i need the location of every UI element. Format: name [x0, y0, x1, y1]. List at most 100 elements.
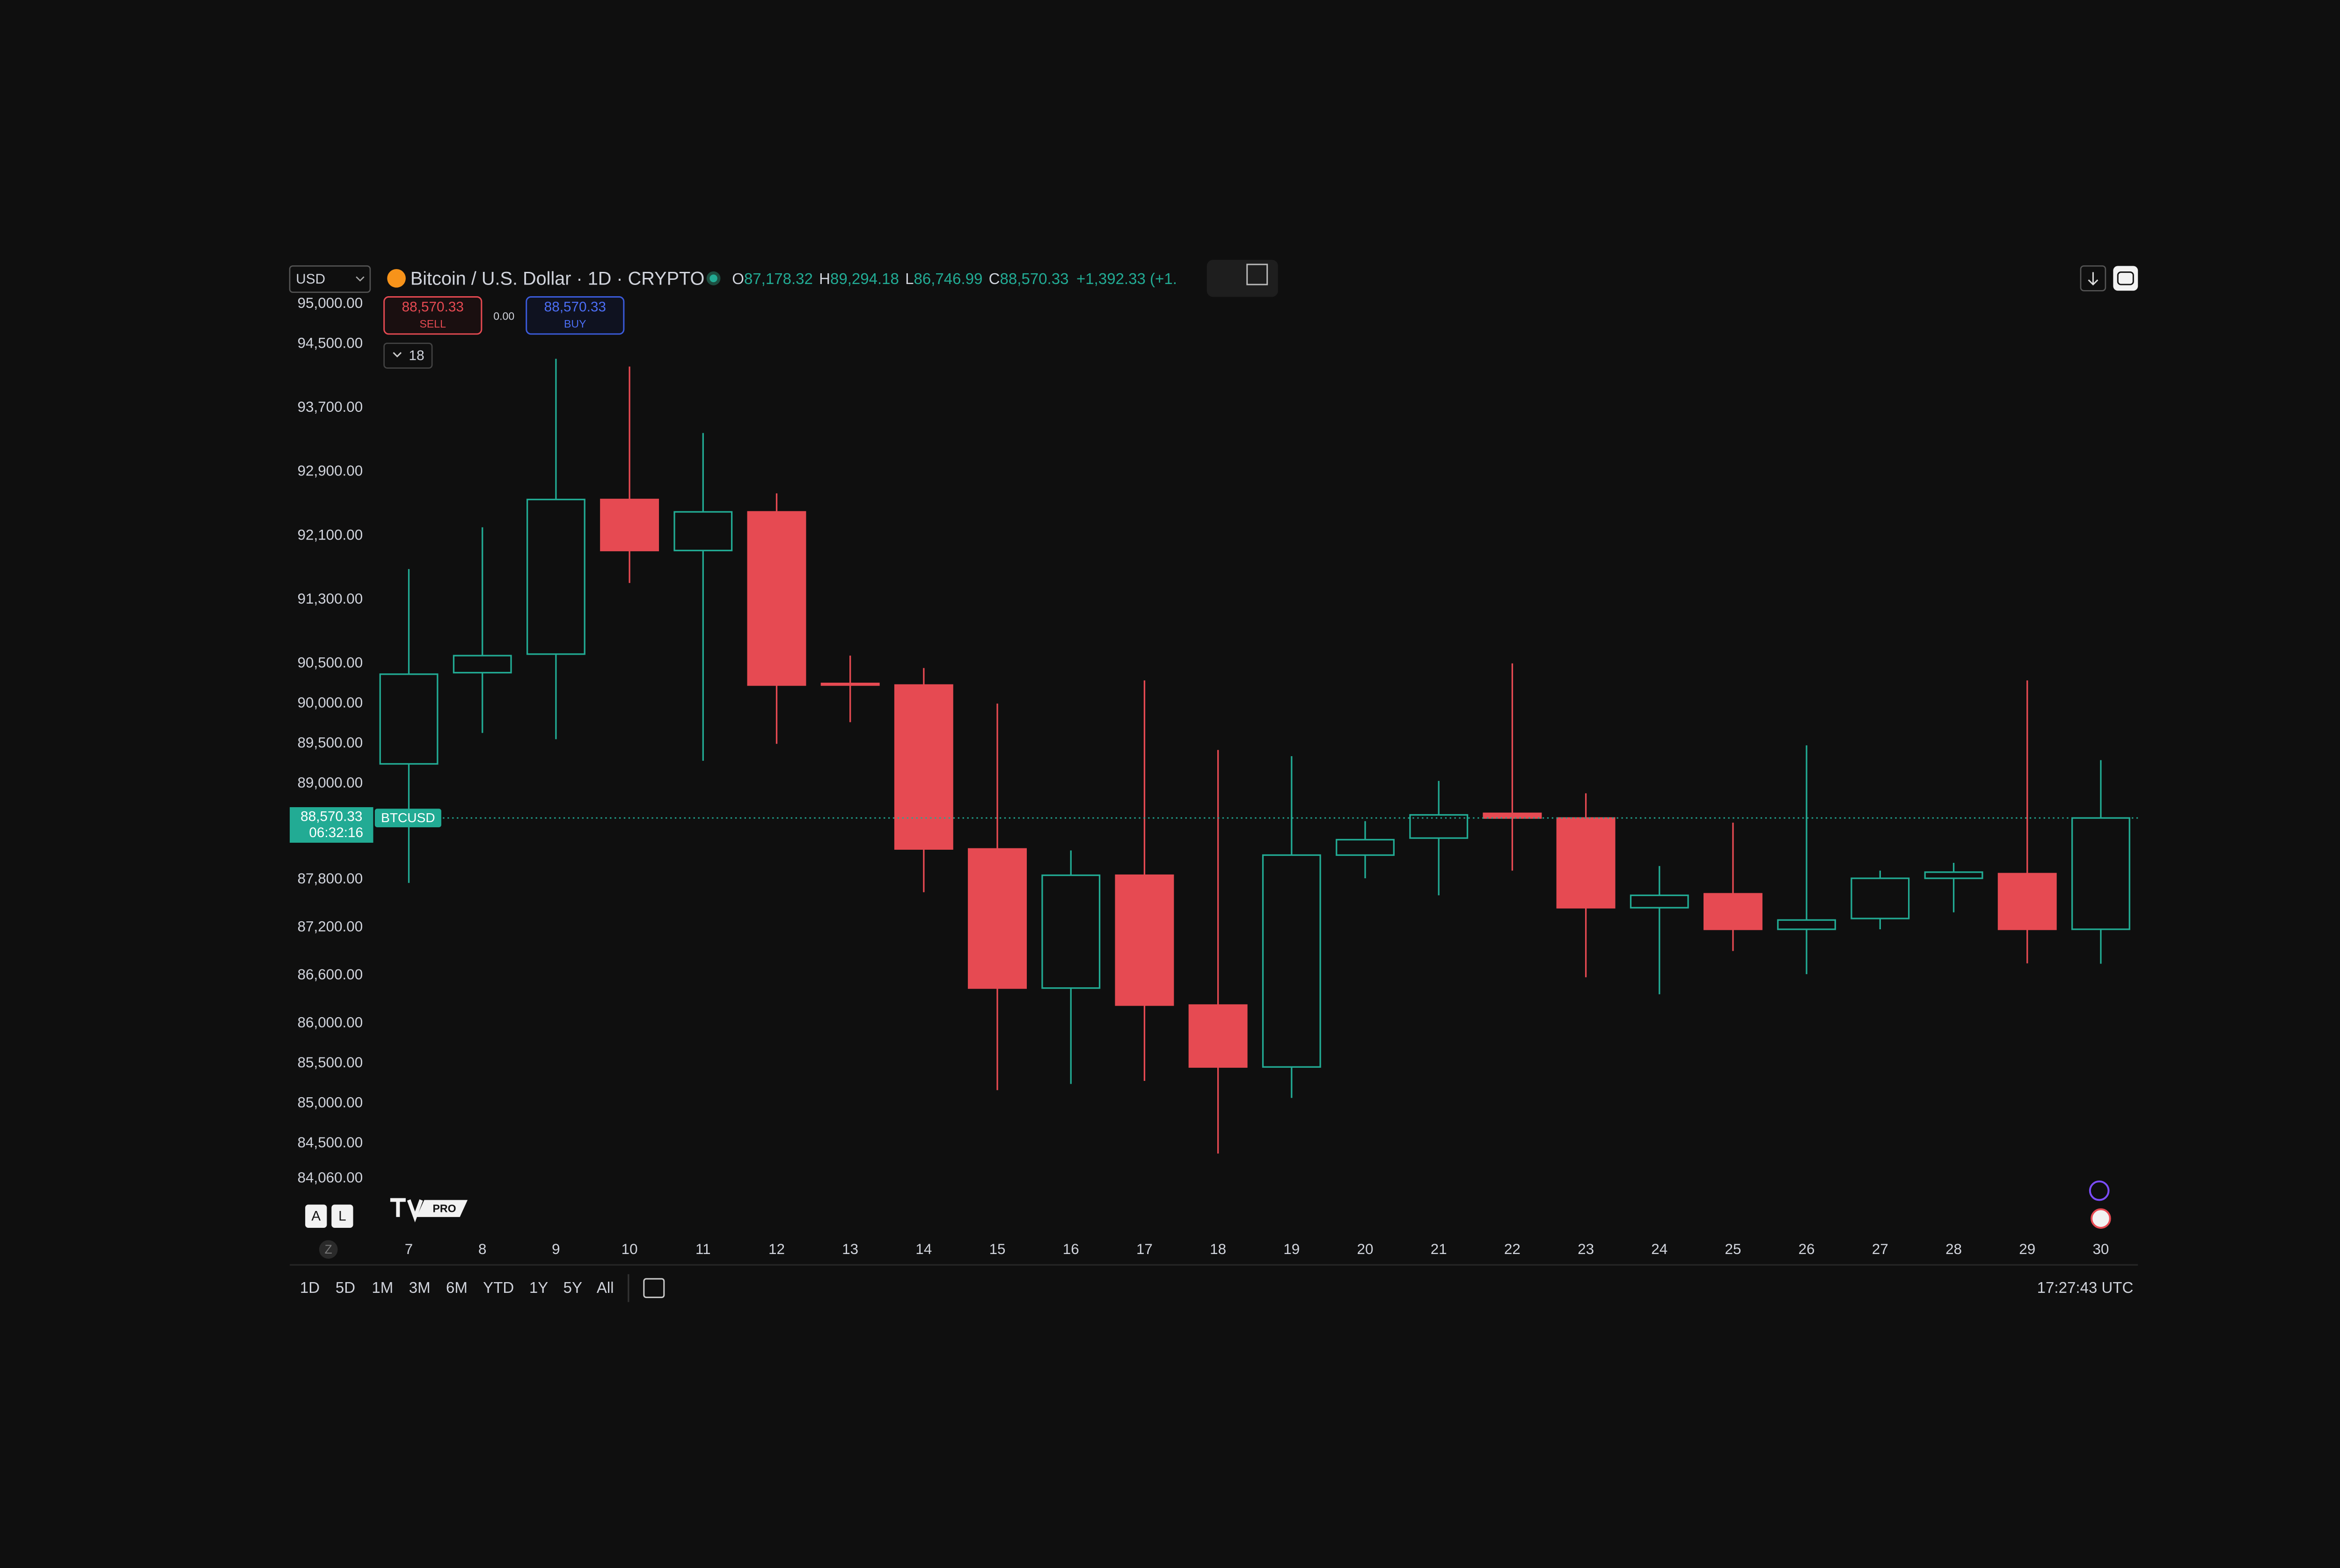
range-button[interactable]: YTD — [483, 1279, 514, 1297]
y-tick-label: 89,000.00 — [298, 774, 363, 791]
x-tick-label: 14 — [915, 1241, 932, 1257]
x-tick-label: 21 — [1431, 1241, 1447, 1257]
log-scale-button[interactable] — [331, 1204, 353, 1228]
candle-body — [600, 498, 659, 552]
range-button[interactable]: 6M — [446, 1279, 468, 1297]
candle-body — [1850, 877, 1910, 919]
ohlc-legend: O87,178.32 H89,294.18 L86,746.99 C88,570.33… — [732, 270, 1177, 288]
candle-body — [1556, 817, 1616, 909]
alert-icon[interactable] — [2089, 1180, 2110, 1201]
x-tick-label: 17 — [1136, 1241, 1153, 1257]
candle-body — [673, 511, 733, 552]
x-tick-label: 20 — [1357, 1241, 1374, 1257]
ohlc-key: C — [989, 270, 1000, 288]
candle-body — [1630, 894, 1689, 909]
timezone-badge — [319, 1240, 338, 1259]
ohlc-value: 87,178.32 — [744, 270, 813, 288]
price-label-box — [290, 807, 373, 843]
currency: USD — [296, 271, 325, 287]
candle-body — [453, 655, 512, 674]
currency-select[interactable] — [289, 265, 371, 293]
x-tick-label: 19 — [1283, 1241, 1300, 1257]
y-tick-label: 95,000.00 — [298, 295, 363, 311]
sell-button[interactable] — [383, 296, 483, 335]
candle-body — [1777, 919, 1836, 930]
auto-scale-label: A — [311, 1209, 321, 1224]
x-tick-label: 30 — [2092, 1241, 2109, 1257]
chevron — [356, 276, 365, 282]
x-tick-label: 8 — [478, 1241, 486, 1257]
screenshot-button[interactable] — [2113, 266, 2138, 291]
y-tick-label: 85,500.00 — [298, 1054, 363, 1071]
candle-body — [968, 848, 1027, 989]
symbol-title[interactable]: Bitcoin / U.S. Dollar · 1D · CRYPTO — [410, 269, 705, 289]
flag-icon[interactable] — [2091, 1208, 2111, 1229]
candle-body — [1409, 814, 1469, 839]
y-tick-label: 86,000.00 — [298, 1014, 363, 1031]
download-icon — [2088, 272, 2099, 286]
range-button[interactable]: 1Y — [529, 1279, 548, 1297]
range-button[interactable]: 3M — [409, 1279, 431, 1297]
y-tick-label: 87,200.00 — [298, 919, 363, 935]
sell-label: SELL — [419, 318, 446, 330]
range-button[interactable]: 1D — [300, 1279, 320, 1297]
market-status-dot — [709, 274, 717, 283]
legend-toolbar — [1207, 260, 1278, 297]
x-tick-label: 16 — [1063, 1241, 1079, 1257]
log-scale-label: L — [338, 1209, 346, 1224]
y-tick-label: 90,500.00 — [298, 655, 363, 671]
x-tick-label: 23 — [1578, 1241, 1594, 1257]
candle-body — [1924, 871, 1983, 879]
buy-button[interactable] — [526, 296, 625, 335]
screenshot-icon — [2117, 271, 2134, 285]
x-tick-label: 15 — [989, 1241, 1006, 1257]
range-button[interactable]: 1M — [372, 1279, 393, 1297]
btc-icon — [387, 269, 406, 288]
candle-body — [1188, 1004, 1248, 1068]
download-button[interactable] — [2080, 265, 2106, 292]
price-label: 88,570.33 — [300, 809, 362, 824]
range-button[interactable]: 5D — [336, 1279, 355, 1297]
candle-body — [2071, 817, 2130, 930]
countdown: 06:32:16 — [309, 825, 363, 840]
axis-start: Z — [325, 1242, 332, 1256]
ohlc-key: H — [819, 270, 830, 288]
auto-scale-button[interactable] — [305, 1204, 327, 1228]
x-tick-label: 22 — [1504, 1241, 1521, 1257]
x-tick-label: 26 — [1799, 1241, 1815, 1257]
buy-label: BUY — [564, 318, 586, 330]
x-tick-label: 29 — [2019, 1241, 2035, 1257]
x-tick-label: 28 — [1945, 1241, 1962, 1257]
change: +1,392.33 (+1. — [1076, 270, 1177, 288]
range-button[interactable]: All — [597, 1279, 614, 1297]
x-tick-label: 7 — [405, 1241, 413, 1257]
date-range-icon[interactable] — [643, 1278, 665, 1298]
candle-body — [820, 682, 880, 686]
y-tick-label: 91,300.00 — [298, 591, 363, 607]
logo-badge-text: PRO — [432, 1202, 456, 1214]
x-tick-label: 24 — [1651, 1241, 1667, 1257]
x-tick-label: 12 — [768, 1241, 785, 1257]
symbol-label-box — [374, 809, 441, 827]
candle-body — [379, 673, 439, 765]
y-tick-label: 92,900.00 — [298, 463, 363, 479]
x-tick-label: 11 — [695, 1241, 711, 1257]
ohlc-value: 86,746.99 — [914, 270, 983, 288]
y-tick-label: 90,000.00 — [298, 694, 363, 711]
add-widget-icon[interactable] — [1246, 263, 1268, 285]
y-tick-label: 87,800.00 — [298, 870, 363, 887]
x-tick-label: 18 — [1210, 1241, 1226, 1257]
spread: 0.00 — [493, 310, 514, 322]
ohlc-value: 89,294.18 — [830, 270, 899, 288]
x-tick-label: 27 — [1872, 1241, 1888, 1257]
candle-body — [894, 684, 953, 850]
x-tick-label: 10 — [622, 1241, 638, 1257]
y-tick-label: 89,500.00 — [298, 735, 363, 751]
buy-price: 88,570.33 — [544, 299, 606, 315]
candle-body — [1997, 873, 2057, 930]
range-button[interactable]: 5Y — [563, 1279, 582, 1297]
y-tick-label: 94,500.00 — [298, 335, 363, 351]
indicators-toggle[interactable] — [383, 343, 433, 369]
